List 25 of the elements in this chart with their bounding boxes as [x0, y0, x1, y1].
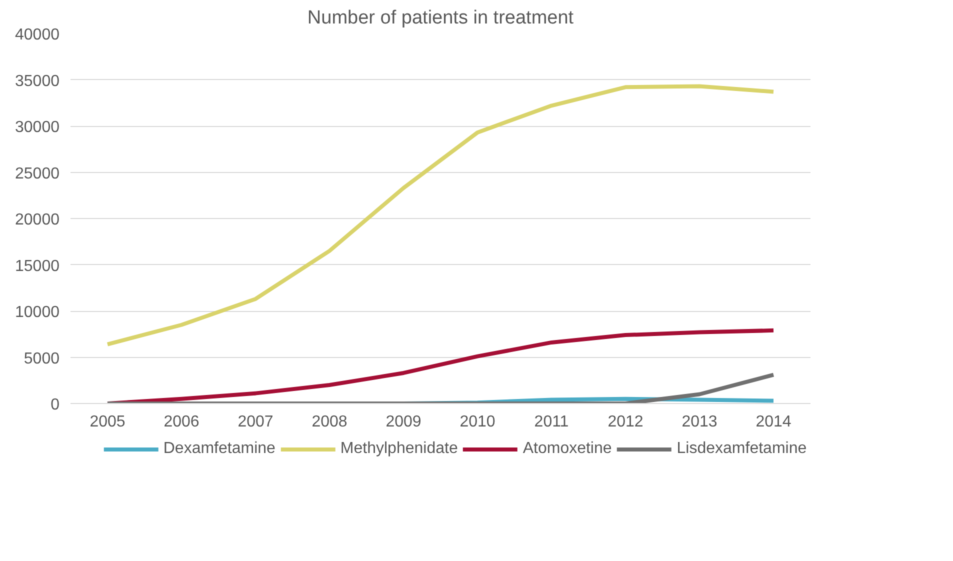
x-tick-label: 2014 — [756, 414, 792, 430]
chart-title: Number of patients in treatment — [307, 8, 574, 28]
x-tick-label: 2008 — [312, 414, 348, 430]
x-tick-label: 2006 — [164, 414, 200, 430]
y-tick-label: 40000 — [15, 26, 60, 44]
y-tick-label: 35000 — [15, 72, 60, 90]
x-tick-label: 2009 — [386, 414, 422, 430]
y-tick-label: 15000 — [15, 258, 60, 275]
x-tick-label: 2013 — [682, 414, 718, 430]
x-tick-label: 2005 — [90, 414, 126, 430]
x-tick-label: 2007 — [238, 414, 274, 430]
y-tick-label: 20000 — [15, 212, 60, 228]
legend-label: Dexamfetamine — [163, 440, 276, 458]
y-tick-label: 30000 — [15, 119, 60, 136]
y-tick-label: 25000 — [15, 165, 60, 182]
y-tick-label: 10000 — [15, 304, 60, 321]
legend-label: Lisdexamfetamine — [676, 440, 807, 458]
y-tick-label: 5000 — [24, 350, 60, 368]
y-tick-label: 0 — [50, 396, 60, 414]
legend-label: Atomoxetine — [522, 440, 612, 458]
line-series — [106, 84, 776, 346]
legend-label: Methylphenidate — [340, 440, 458, 458]
x-tick-label: 2011 — [534, 414, 569, 430]
x-tick-label: 2012 — [608, 414, 644, 430]
x-tick-label: 2010 — [460, 414, 496, 430]
